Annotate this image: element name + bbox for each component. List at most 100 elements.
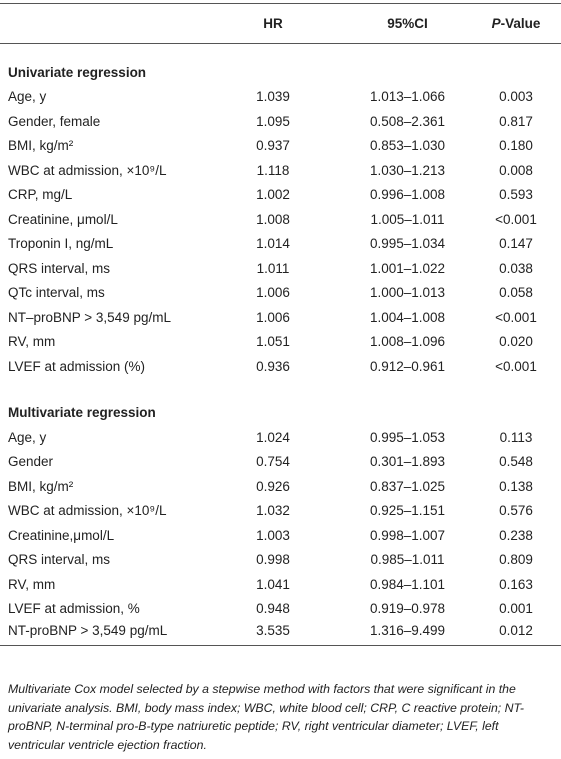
row-label: Gender, female [8,113,101,129]
cell-value: 0.837–1.025 [369,478,446,494]
cell-value: 0.008 [499,162,533,178]
cell-value: 0.912–0.961 [369,358,446,374]
footnote: Multivariate Cox model selected by a ste… [8,682,525,752]
results-table: HR 95%CI P-Value Univariate regression Ag… [0,3,561,646]
data-row: RV, mm 1.041 0.984–1.101 0.163 [0,572,561,597]
cell-value: 1.004–1.008 [369,309,446,325]
cell-value: 0.998 [256,552,290,568]
row-label: QTc interval, ms [8,285,105,301]
cell-value: 1.006 [256,285,290,301]
row-label: Gender [8,454,54,470]
row-label: QRS interval, ms [8,552,111,568]
cell-value: 0.926 [256,478,290,494]
row-label: LVEF at admission (%) [8,358,146,374]
header-row: HR 95%CI P-Value [0,3,561,44]
data-row: BMI, kg/m² 0.926 0.837–1.025 0.138 [0,474,561,499]
cell-value: 1.013–1.066 [369,89,446,105]
cell-value: 0.936 [256,358,290,374]
cell-value: 1.041 [256,576,290,592]
section-title: Multivariate regression [8,405,156,420]
cell-value: 0.754 [256,454,290,470]
cell-value: 0.301–1.893 [369,454,446,470]
cell-value: 1.001–1.022 [369,260,446,276]
data-row: WBC at admission, ×10⁹/L 1.118 1.030–1.213… [0,158,561,183]
row-label: Age, y [8,429,47,445]
data-row: QTc interval, ms 1.006 1.000–1.013 0.058 [0,281,561,306]
cell-value: 1.014 [256,236,290,252]
cell-value: 0.853–1.030 [369,138,446,154]
row-label: Troponin I, ng/mL [8,236,114,252]
cell-value: 0.995–1.053 [369,429,446,445]
cell-value: 0.593 [499,187,533,203]
cell-value: 0.003 [499,89,533,105]
data-row: LVEF at admission (%) 0.936 0.912–0.961 <0.… [0,354,561,379]
cell-value: 0.925–1.151 [369,503,446,519]
cell-value: 1.000–1.013 [369,285,446,301]
cell-value: 0.998–1.007 [369,527,446,543]
header-em: P [491,16,501,31]
row-label: RV, mm [8,334,56,350]
cell-value: 0.985–1.011 [370,552,445,568]
cell-value: 0.919–0.978 [369,601,446,617]
data-row: WBC at admission, ×10⁹/L 1.032 0.925–1.151… [0,499,561,524]
cell-value: 0.996–1.008 [369,187,446,203]
cell-value: 0.058 [499,285,533,301]
cell-value: 0.984–1.101 [369,576,446,592]
row-label: Creatinine,μmol/L [8,527,115,543]
row-label: WBC at admission, ×10⁹/L [8,162,167,178]
cell-value: 0.948 [256,601,290,617]
cell-value: <0.001 [495,309,537,325]
cell-value: 3.535 [256,622,290,638]
cell-value: 0.817 [499,113,533,129]
data-row: QRS interval, ms 0.998 0.985–1.011 0.809 [0,548,561,573]
cell-value: 1.039 [256,89,290,105]
cell-value: 1.032 [256,503,290,519]
data-row: LVEF at admission, % 0.948 0.919–0.978 0.00… [0,597,561,622]
row-label: BMI, kg/m² [8,138,74,154]
cell-value: 1.095 [256,113,290,129]
cell-value: 1.008 [256,211,290,227]
data-row: Troponin I, ng/mL 1.014 0.995–1.034 0.147 [0,232,561,257]
cell-value: 0.180 [499,138,533,154]
data-row: Creatinine,μmol/L 1.003 0.998–1.007 0.238 [0,523,561,548]
cell-value: 0.138 [499,478,533,494]
cell-value: 1.003 [256,527,290,543]
row-label: Age, y [8,89,47,105]
section-row: Multivariate regression [0,379,561,426]
data-row: Gender, female 1.095 0.508–2.361 0.817 [0,109,561,134]
cell-value: 0.147 [499,236,533,252]
cell-value: 1.030–1.213 [369,162,446,178]
cell-value: 1.316–9.499 [369,622,446,638]
row-label: QRS interval, ms [8,260,111,276]
cell-value: <0.001 [495,358,537,374]
row-label: NT-proBNP > 3,549 pg/mL [8,622,168,638]
cell-value: 1.008–1.096 [369,334,446,350]
cell-value: 0.548 [499,454,533,470]
cell-value: 0.020 [499,334,533,350]
table-body: Univariate regression Age, y 1.039 1.013–1.… [0,44,561,646]
cell-value: 0.001 [499,601,533,617]
cell-value: 0.038 [499,260,533,276]
cell-value: 0.238 [499,527,533,543]
data-row: Creatinine, μmol/L 1.008 1.005–1.011 <0.001 [0,207,561,232]
data-row: BMI, kg/m² 0.937 0.853–1.030 0.180 [0,134,561,159]
header-cell: HR [263,16,283,31]
cell-value: <0.001 [495,211,537,227]
header-text: -Value [500,16,541,31]
header-cell: 95%CI [387,16,428,31]
data-row: NT-proBNP > 3,549 pg/mL 3.535 1.316–9.499 0… [0,621,561,646]
row-label: NT–proBNP > 3,549 pg/mL [8,309,171,325]
cell-value: 1.024 [256,429,290,445]
section-title: Univariate regression [8,64,147,80]
cell-value: 0.937 [256,138,290,154]
cell-value: 0.995–1.034 [369,236,446,252]
cell-value: 1.051 [256,334,290,350]
row-label: Creatinine, μmol/L [8,211,118,227]
cell-value: 0.809 [499,552,533,568]
header-cell: P-Value [471,4,561,44]
data-row: Gender 0.754 0.301–1.893 0.548 [0,450,561,475]
data-row: Age, y 1.039 1.013–1.066 0.003 [0,85,561,110]
data-row: NT–proBNP > 3,549 pg/mL 1.006 1.004–1.008 <… [0,305,561,330]
table-header: HR 95%CI P-Value [0,3,561,44]
